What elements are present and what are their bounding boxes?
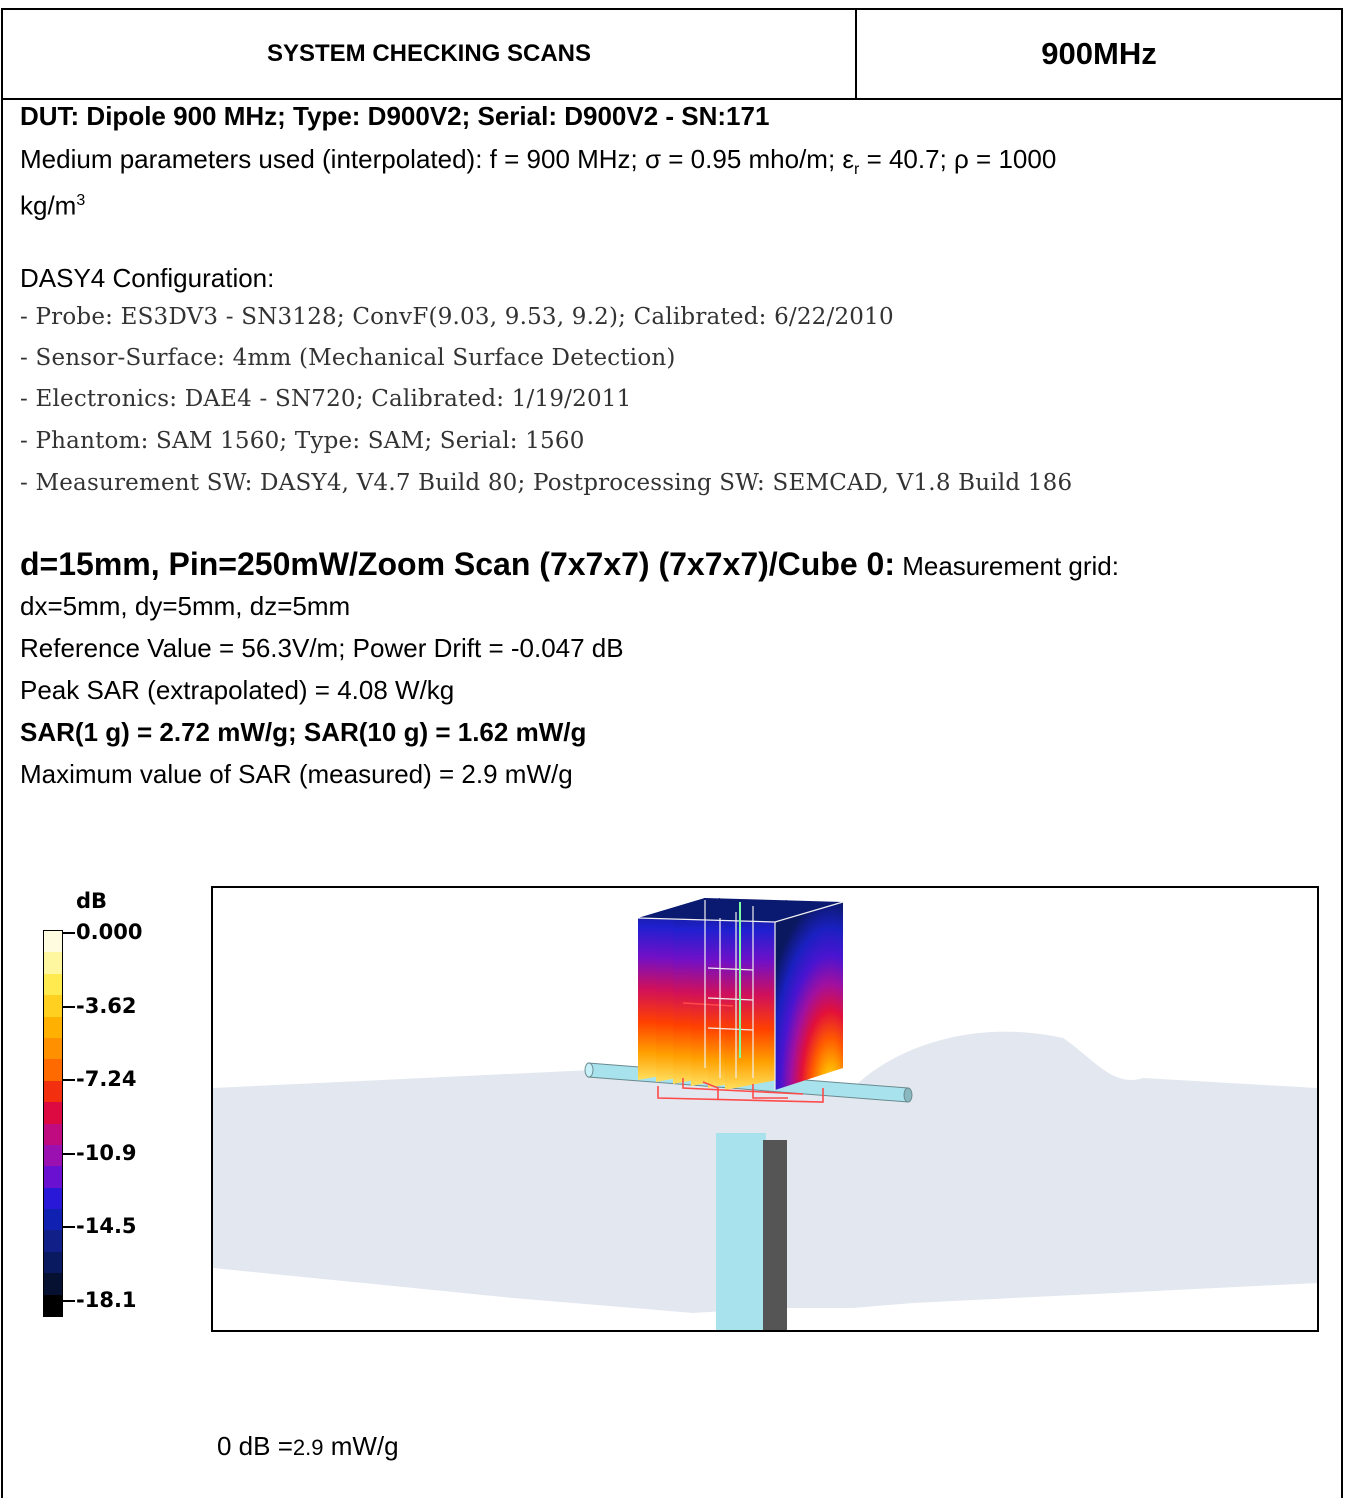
medium-prefix: Medium parameters used (interpolated): f… xyxy=(20,144,855,174)
colorbar-tick xyxy=(63,1152,75,1155)
colorbar-swatch xyxy=(44,1016,62,1039)
colorbar-label: 0.000 xyxy=(76,920,143,944)
colorbar-swatch xyxy=(44,1230,62,1253)
report-title: SYSTEM CHECKING SCANS xyxy=(3,10,857,98)
config-item: - Probe: ES3DV3 - SN3128; ConvF(9.03, 9.… xyxy=(20,304,894,330)
medium-mid: = 40.7; ρ = 1000 xyxy=(859,144,1057,174)
colorbar-swatch xyxy=(44,1102,62,1124)
colorbar-swatch xyxy=(44,995,62,1018)
config-title: DASY4 Configuration: xyxy=(20,263,275,293)
scan-title: d=15mm, Pin=250mW/Zoom Scan (7x7x7) (7x7… xyxy=(20,546,895,582)
peak-sar: Peak SAR (extrapolated) = 4.08 W/kg xyxy=(20,675,455,705)
colorbar-unit: dB xyxy=(76,889,108,913)
colorbar-swatch xyxy=(44,1273,62,1296)
zero-db-reference: 0 dB =2.9 mW/g xyxy=(217,1430,399,1464)
config-item: - Phantom: SAM 1560; Type: SAM; Serial: … xyxy=(20,428,585,454)
frequency-label: 900MHz xyxy=(1041,36,1157,71)
colorbar-swatch xyxy=(44,1059,62,1082)
medium-sub: r xyxy=(854,161,860,179)
colorbar xyxy=(43,930,63,1317)
colorbar-swatch xyxy=(44,1251,62,1274)
colorbar-tick xyxy=(63,1226,75,1229)
zero-db-unit: mW/g xyxy=(323,1431,399,1461)
scan-cube-front xyxy=(775,902,843,1090)
measurement-grid xyxy=(657,1002,824,1103)
report-frame: SYSTEM CHECKING SCANS 900MHz xyxy=(1,8,1343,1498)
colorbar-swatch xyxy=(44,973,62,996)
config-item: - Sensor-Surface: 4mm (Mechanical Surfac… xyxy=(20,345,676,371)
scan-title-line: d=15mm, Pin=250mW/Zoom Scan (7x7x7) (7x7… xyxy=(20,548,1119,582)
report-header: SYSTEM CHECKING SCANS 900MHz xyxy=(3,10,1341,100)
colorbar-label: -18.1 xyxy=(76,1288,137,1312)
dipole-stand-dark xyxy=(763,1140,787,1330)
sar-values: SAR(1 g) = 2.72 mW/g; SAR(10 g) = 1.62 m… xyxy=(20,717,587,747)
dut-line: DUT: Dipole 900 MHz; Type: D900V2; Seria… xyxy=(20,101,770,131)
colorbar-swatch xyxy=(44,1080,62,1103)
cube-outline xyxy=(637,900,844,1090)
dipole-end-right xyxy=(903,1087,913,1103)
zero-db-prefix: 0 dB = xyxy=(217,1431,293,1461)
grid-spacing: dx=5mm, dy=5mm, dz=5mm xyxy=(20,591,351,621)
colorbar-tick xyxy=(63,932,75,934)
colorbar-label: -10.9 xyxy=(76,1140,137,1165)
zero-db-value: 2.9 xyxy=(292,1435,324,1460)
colorbar-tick xyxy=(63,1005,75,1008)
colorbar-swatch xyxy=(44,1209,62,1231)
medium-sup: 3 xyxy=(76,192,86,209)
colorbar-swatch xyxy=(44,1187,62,1210)
colorbar-swatch xyxy=(44,1166,62,1189)
dipole-end-left xyxy=(584,1062,594,1078)
colorbar-tick xyxy=(63,1079,75,1082)
sar-3d-render xyxy=(213,898,1317,1330)
medium-unit-text: kg/m xyxy=(20,190,77,221)
config-item: - Electronics: DAE4 - SN720; Calibrated:… xyxy=(20,386,632,412)
colorbar-tick xyxy=(63,1300,75,1302)
dipole-stand-light xyxy=(716,1133,766,1330)
colorbar-label: -14.5 xyxy=(76,1214,137,1239)
max-sar: Maximum value of SAR (measured) = 2.9 mW… xyxy=(20,759,573,789)
colorbar-swatch xyxy=(44,1123,62,1146)
grid-label: Measurement grid: xyxy=(895,551,1119,581)
medium-unit: kg/m3 xyxy=(20,185,85,222)
colorbar-label: -7.24 xyxy=(76,1067,137,1092)
colorbar-swatch xyxy=(44,952,62,975)
reference-value: Reference Value = 56.3V/m; Power Drift =… xyxy=(20,633,624,663)
colorbar-swatch xyxy=(44,1294,62,1317)
colorbar-swatch xyxy=(44,931,62,953)
sar-3d-view xyxy=(211,886,1319,1332)
medium-parameters: Medium parameters used (interpolated): f… xyxy=(20,143,1056,186)
config-item: - Measurement SW: DASY4, V4.7 Build 80; … xyxy=(20,470,1073,496)
colorbar-label: -3.62 xyxy=(76,993,137,1018)
colorbar-swatch xyxy=(44,1037,62,1060)
colorbar-swatch xyxy=(44,1144,62,1167)
